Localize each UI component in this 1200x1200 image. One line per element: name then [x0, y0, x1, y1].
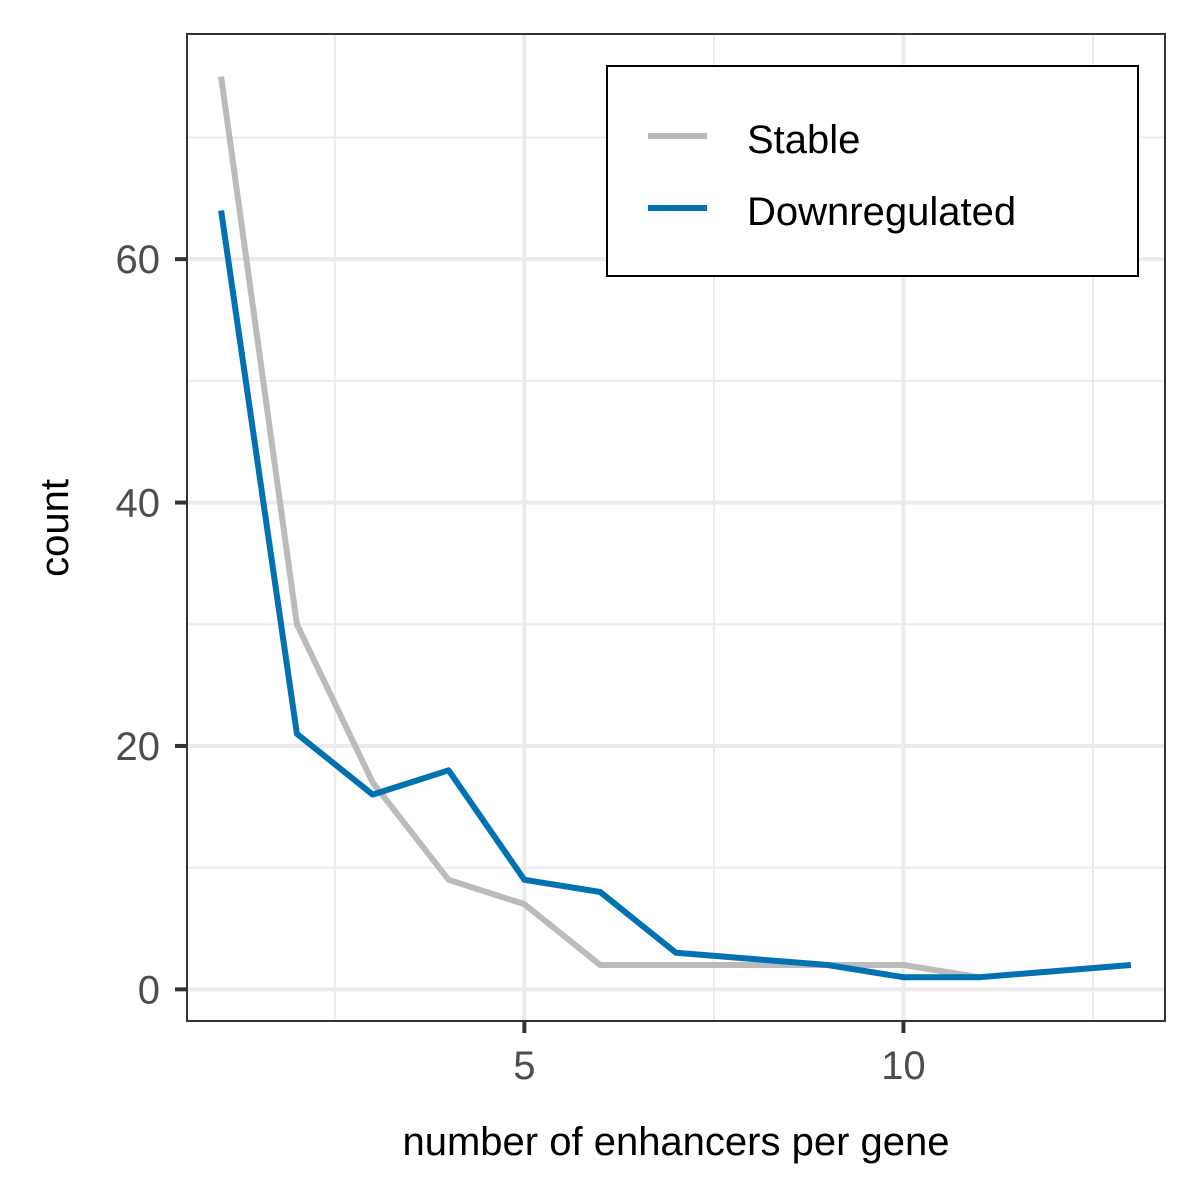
y-tick-label: 0 [138, 968, 160, 1012]
x-tick-label: 10 [881, 1044, 926, 1088]
series-line-downregulated [218, 210, 1132, 981]
legend-box [606, 65, 1139, 277]
axis-ticks [175, 257, 906, 1033]
x-axis-title: number of enhancers per gene [402, 1120, 949, 1164]
series-line-stable [218, 76, 980, 981]
legend-label-stable: Stable [747, 118, 860, 162]
series-lines [218, 76, 1132, 981]
y-tick-label: 40 [116, 482, 161, 526]
y-axis-title: count [33, 479, 77, 577]
y-tick-labels: 0 20 40 60 [116, 238, 161, 1012]
legend-label-downregulated: Downregulated [747, 190, 1016, 234]
plot-panel-border [186, 33, 1166, 1022]
y-tick-label: 60 [116, 238, 161, 282]
x-tick-label: 5 [513, 1044, 535, 1088]
y-tick-label: 20 [116, 725, 161, 769]
x-tick-labels: 5 10 [513, 1044, 925, 1088]
legend: Stable Downregulated [606, 65, 1139, 277]
